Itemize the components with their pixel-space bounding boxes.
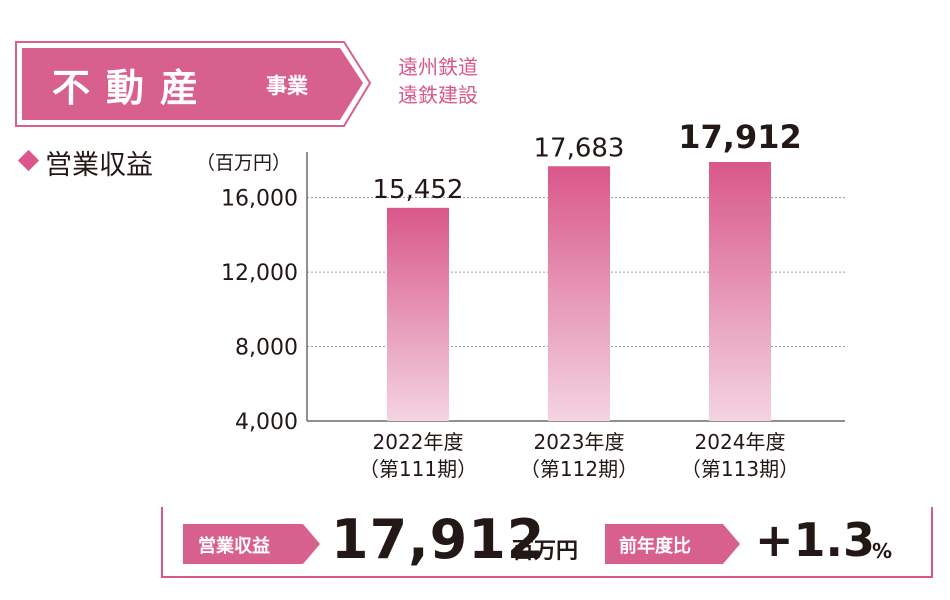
y-tick-label: 12,000: [221, 261, 298, 286]
company-list: 遠州鉄道 遠鉄建設: [398, 53, 478, 109]
header-banner: [15, 41, 372, 127]
bar: [548, 166, 610, 421]
y-tick-label: 16,000: [221, 187, 298, 212]
bar-value-label: 17,912: [678, 118, 801, 156]
unit-label: （百万円）: [196, 152, 292, 174]
segment-title-suffix: 事業: [266, 74, 308, 98]
revenue-tag: [183, 524, 320, 564]
segment-title: 不動産: [52, 65, 215, 110]
x-tick-sublabel: （第111期）: [359, 457, 477, 481]
bar-value-label: 15,452: [373, 175, 464, 205]
revenue-tag-label: 営業収益: [198, 536, 270, 557]
bar: [709, 162, 771, 421]
y-tick-label: 8,000: [235, 336, 298, 361]
bar-value-label: 17,683: [534, 133, 625, 163]
x-tick-label: 2024年度: [695, 430, 786, 454]
revenue-unit: 百万円: [512, 539, 579, 564]
y-tick-label: 4,000: [235, 410, 298, 435]
company-name: 遠鉄建設: [398, 83, 478, 107]
company-name: 遠州鉄道: [398, 55, 478, 79]
x-tick-sublabel: （第112期）: [520, 457, 638, 481]
summary-box: [161, 507, 933, 578]
metric-title: 営業収益: [45, 150, 153, 181]
yoy-unit: %: [872, 539, 893, 563]
x-tick-label: 2023年度: [534, 430, 625, 454]
x-tick-label: 2022年度: [373, 430, 464, 454]
yoy-tag: [605, 524, 740, 564]
revenue-value: 17,912: [331, 508, 546, 571]
yoy-tag-label: 前年度比: [619, 536, 691, 557]
x-tick-sublabel: （第113期）: [681, 457, 799, 481]
yoy-value: +1.3: [755, 513, 876, 567]
bar: [387, 207, 449, 421]
